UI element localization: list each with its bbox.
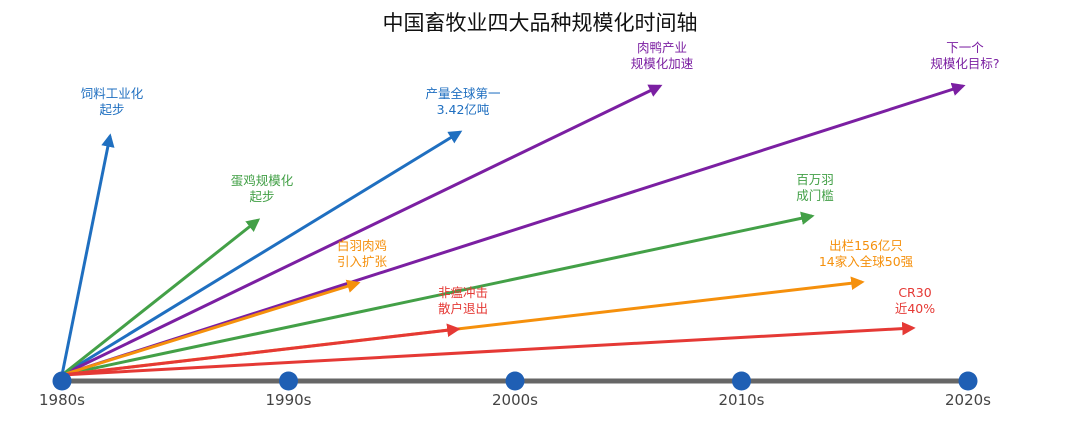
label-line: 起步: [249, 189, 274, 204]
arrow-flu-shock: [61, 323, 461, 377]
timeline-tick-label: 2000s: [492, 391, 538, 409]
label-line: 下一个: [946, 40, 984, 55]
label-line: 肉鸭产业: [637, 40, 687, 55]
arrow-pork-output-first: [61, 130, 463, 377]
timeline-tick-label: 2020s: [945, 391, 991, 409]
label-cr30-share: CR30 近40%: [895, 285, 935, 316]
label-line: 规模化目标?: [930, 56, 999, 71]
label-pork-output-first: 产量全球第一 3.42亿吨: [425, 86, 500, 117]
timeline-tick-label: 1980s: [39, 391, 85, 409]
timeline-dot: [958, 371, 978, 391]
label-duck-scale-accel: 肉鸭产业规模化加速: [631, 40, 694, 71]
label-line: 起步: [99, 102, 124, 117]
label-feed-industrialization: 饲料工业化起步: [81, 86, 144, 117]
label-line: 14家入全球50强: [819, 254, 914, 269]
label-egg-scale-start: 蛋鸡规模化起步: [231, 173, 294, 204]
arrow-egg-scale-start: [61, 218, 261, 377]
label-line: 百万羽: [796, 172, 834, 187]
timeline-dot: [52, 371, 72, 391]
arrow-duck-scale-accel: [61, 84, 663, 377]
label-line: 引入扩张: [337, 254, 388, 269]
label-line: 3.42亿吨: [437, 102, 490, 117]
label-million-threshold: 百万羽成门槛: [796, 172, 834, 203]
arrow-feed-industrialization: [60, 133, 115, 376]
label-line: 规模化加速: [631, 56, 694, 71]
timeline-dot: [505, 371, 525, 391]
label-flu-shock: 非瘟冲击散户退出: [438, 285, 488, 316]
label-line: 非瘟冲击: [438, 285, 488, 300]
label-broiler-expansion: 白羽肉鸡引入扩张: [337, 238, 388, 269]
timeline-dot: [279, 371, 298, 391]
label-line: 白羽肉鸡: [337, 238, 387, 253]
label-line: 近40%: [895, 301, 935, 316]
label-line: 成门槛: [796, 188, 834, 203]
label-line: 散户退出: [438, 301, 488, 316]
timeline-dot: [732, 371, 751, 391]
label-line: 蛋鸡规模化: [231, 173, 294, 188]
page-title: 中国畜牧业四大品种规模化时间轴: [383, 11, 698, 35]
timeline-ticks: 1980s 1990s 2000s 2010s 2020s: [39, 371, 991, 409]
arrow-cr30-share: [61, 321, 916, 377]
arrow-million-threshold: [61, 211, 815, 377]
arrows-layer: [60, 82, 966, 377]
label-line: CR30: [898, 285, 931, 300]
label-broiler-output-156: 出栏156亿只 14家入全球50强: [819, 238, 914, 269]
timeline-tick-label: 2010s: [719, 391, 765, 409]
label-next-scale-target: 下一个规模化目标?: [930, 40, 999, 71]
label-line: 产量全球第一: [425, 86, 500, 101]
label-line: 出栏156亿只: [829, 238, 903, 253]
timeline-tick-label: 1990s: [266, 391, 312, 409]
label-line: 饲料工业化: [81, 86, 144, 101]
arrow-broiler-expansion: [61, 279, 361, 377]
